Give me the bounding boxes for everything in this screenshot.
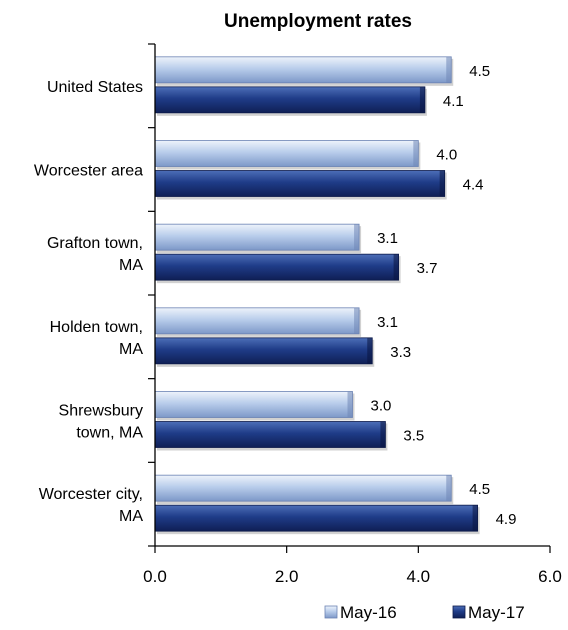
category-label-line: Worcester city,: [39, 486, 143, 503]
category-label: Holden town, MA: [50, 319, 144, 358]
data-label: 3.5: [403, 428, 424, 445]
category-label: United States: [47, 79, 143, 96]
bar-may-17: [154, 86, 426, 114]
axis-layer: United States Worcester area Grafton town,…: [34, 43, 562, 586]
bar-end-cap: [413, 140, 419, 167]
bar-may-16: [154, 474, 452, 502]
bar-end-cap: [347, 391, 353, 418]
category-label-line: Shrewsbury: [59, 403, 143, 420]
category-label: Worcester area: [34, 163, 143, 180]
data-label: 3.0: [371, 398, 392, 415]
bar-may-16: [154, 140, 419, 167]
legend-label: May-16: [340, 603, 397, 622]
x-tick-label: 4.0: [407, 567, 431, 586]
data-label: 4.0: [436, 147, 457, 164]
category-label-line: Grafton town,: [47, 235, 143, 252]
bar-end-cap: [419, 86, 425, 113]
bar-may-16: [154, 307, 360, 335]
data-label: 4.9: [496, 511, 517, 528]
category-label: Grafton town, MA: [47, 235, 143, 274]
bar-may-17: [154, 421, 386, 448]
bar-may-17: [154, 170, 446, 197]
data-label: 4.4: [463, 177, 484, 194]
bar-end-cap: [380, 421, 386, 448]
bars-layer: 4.5 4.1 4.0 4.4 3.1 3.7 3.1 3.3 3.0 3.5 4.5 4.9: [154, 56, 517, 535]
bar-end-cap: [354, 307, 360, 334]
x-tick-label: 2.0: [275, 567, 299, 586]
bar-may-17: [154, 504, 478, 532]
x-tick-label: 0.0: [143, 567, 167, 586]
bar-may-17: [154, 337, 373, 365]
category-label-line: United States: [47, 79, 143, 96]
category-label-line: MA: [119, 508, 143, 525]
bar-end-cap: [393, 254, 399, 281]
category-label-line: town, MA: [76, 425, 143, 442]
bar-end-cap: [472, 505, 478, 532]
bar-end-cap: [439, 170, 445, 197]
category-label: Shrewsbury town, MA: [59, 403, 144, 442]
data-label: 3.7: [417, 260, 438, 277]
category-label-line: Worcester area: [34, 163, 143, 180]
category-label-line: Holden town,: [50, 319, 143, 336]
bar-may-16: [154, 223, 360, 251]
data-label: 4.1: [443, 93, 464, 110]
category-label: Worcester city, MA: [39, 486, 144, 525]
bar-end-cap: [354, 224, 360, 251]
bar-end-cap: [367, 337, 373, 364]
data-label: 4.5: [469, 63, 490, 80]
chart-title: Unemployment rates: [224, 11, 412, 32]
bar-end-cap: [446, 475, 452, 502]
bar-may-16: [154, 56, 452, 84]
x-tick-label: 6.0: [538, 567, 562, 586]
data-label: 3.3: [390, 344, 411, 361]
category-label-line: MA: [119, 257, 143, 274]
bar-end-cap: [446, 56, 452, 83]
bar-may-17: [154, 253, 399, 281]
data-label: 3.1: [377, 314, 398, 331]
legend-swatch: [324, 605, 338, 619]
bar-may-16: [154, 391, 353, 418]
legend-swatch: [452, 605, 466, 619]
data-label: 4.5: [469, 481, 490, 498]
legend-label: May-17: [468, 603, 525, 622]
data-label: 3.1: [377, 230, 398, 247]
legend: May-16 May-17: [324, 603, 525, 622]
category-label-line: MA: [119, 341, 143, 358]
